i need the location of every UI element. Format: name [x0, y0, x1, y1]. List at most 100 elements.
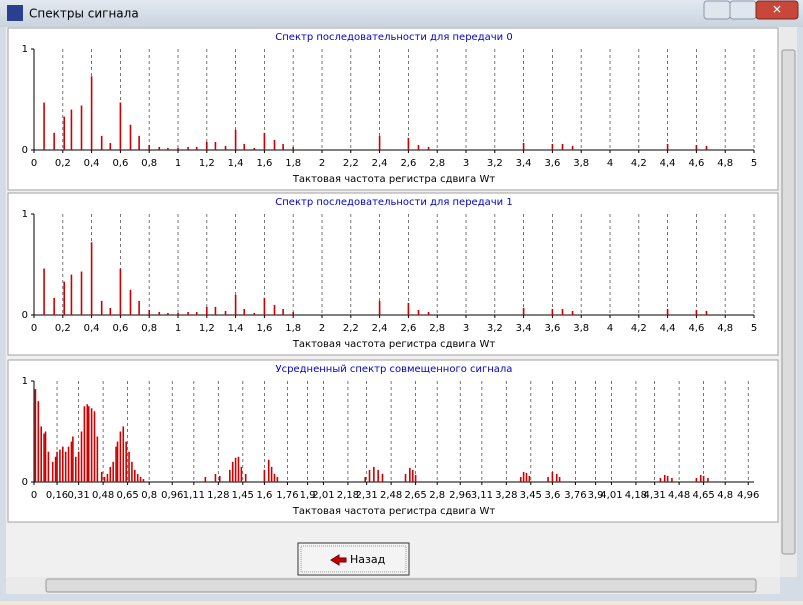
chart-panel	[7, 192, 779, 356]
x-tick-label: 2,6	[400, 323, 416, 334]
x-tick-label: 3,45	[520, 490, 542, 501]
x-tick-label: 1,8	[285, 323, 301, 334]
x-tick-label: 4,31	[644, 490, 666, 501]
x-tick-label: 4	[607, 323, 613, 334]
x-tick-label: 0,48	[92, 490, 114, 501]
x-tick-label: 1	[175, 323, 181, 334]
close-icon: ✕	[772, 3, 782, 17]
x-tick-label: 2,65	[404, 490, 426, 501]
window-title: Спектры сигнала	[29, 7, 139, 21]
x-tick-label: 2,01	[312, 490, 334, 501]
button-label: Назад	[350, 553, 386, 566]
horizontal-scroll-thumb[interactable]	[45, 578, 757, 593]
x-tick-label: 3	[463, 323, 469, 334]
chart-panel	[7, 359, 779, 523]
x-tick-label: 1,28	[207, 490, 229, 501]
x-tick-label: 3,9	[588, 490, 604, 501]
x-tick-label: 1,6	[256, 323, 272, 334]
x-axis-label: Тактовая частота регистра сдвига Wт	[292, 339, 496, 350]
y-tick-label: 0	[22, 310, 28, 321]
maximize-button[interactable]	[729, 0, 757, 20]
x-tick-label: 0,4	[84, 323, 100, 334]
x-tick-label: 4,4	[660, 323, 676, 334]
x-tick-label: 4,8	[717, 490, 733, 501]
x-tick-label: 1,6	[256, 158, 272, 169]
x-tick-label: 4,2	[631, 158, 647, 169]
y-tick-label: 1	[22, 209, 28, 220]
x-tick-label: 2,2	[343, 323, 359, 334]
x-tick-label: 3,4	[516, 323, 532, 334]
x-tick-label: 4,96	[737, 490, 759, 501]
x-tick-label: 3,8	[573, 158, 589, 169]
x-axis-label: Тактовая частота регистра сдвига Wт	[292, 506, 496, 517]
x-tick-label: 3,2	[487, 158, 503, 169]
x-tick-label: 0,31	[68, 490, 90, 501]
x-tick-label: 4,6	[688, 323, 704, 334]
x-tick-label: 3,28	[495, 490, 517, 501]
title-bar	[0, 0, 803, 27]
x-tick-label: 4,8	[717, 158, 733, 169]
y-tick-label: 1	[22, 376, 28, 387]
x-tick-label: 1,9	[300, 490, 316, 501]
chart-title: Усредненный спектр совмещенного сигнала	[276, 364, 513, 375]
x-tick-label: 0,96	[161, 490, 183, 501]
y-tick-label: 0	[22, 477, 28, 488]
x-tick-label: 0	[31, 158, 37, 169]
y-tick-label: 1	[22, 44, 28, 55]
x-tick-label: 0	[31, 323, 37, 334]
back-arrow-icon	[330, 554, 347, 566]
x-tick-label: 1	[175, 158, 181, 169]
chart-panel	[7, 27, 779, 191]
x-tick-label: 4,48	[668, 490, 690, 501]
close-button[interactable]	[755, 0, 799, 20]
back-button[interactable]	[297, 542, 410, 576]
x-tick-label: 3,4	[516, 158, 532, 169]
x-tick-label: 2,31	[356, 490, 378, 501]
x-tick-label: 0,2	[55, 158, 71, 169]
x-tick-label: 3,8	[573, 323, 589, 334]
x-tick-label: 0	[31, 490, 37, 501]
x-axis-label: Тактовая частота регистра сдвига Wт	[292, 174, 496, 185]
x-tick-label: 3	[463, 158, 469, 169]
x-tick-label: 1,4	[228, 158, 244, 169]
x-tick-label: 1,45	[232, 490, 254, 501]
x-tick-label: 4,6	[688, 158, 704, 169]
vertical-scroll-thumb[interactable]	[781, 49, 796, 555]
x-tick-label: 2,18	[337, 490, 359, 501]
x-tick-label: 2,48	[380, 490, 402, 501]
x-tick-label: 3,6	[544, 490, 560, 501]
x-tick-label: 0,8	[141, 490, 157, 501]
x-tick-label: 0,8	[141, 158, 157, 169]
x-tick-label: 2,6	[400, 158, 416, 169]
x-tick-label: 0,4	[84, 158, 100, 169]
x-tick-label: 2,8	[429, 490, 445, 501]
x-tick-label: 2,2	[343, 158, 359, 169]
x-tick-label: 1,2	[199, 323, 215, 334]
app-icon	[7, 5, 23, 21]
x-tick-label: 3,76	[564, 490, 586, 501]
x-tick-label: 3,11	[471, 490, 493, 501]
chart-title: Спектр последовательности для передачи 0	[275, 32, 512, 43]
x-tick-label: 2,4	[372, 323, 388, 334]
x-tick-label: 2,8	[429, 158, 445, 169]
x-tick-label: 1,11	[183, 490, 205, 501]
x-tick-label: 4,01	[600, 490, 622, 501]
x-tick-label: 0,6	[112, 323, 128, 334]
minimize-button[interactable]	[703, 0, 731, 20]
x-tick-label: 5	[751, 323, 757, 334]
x-tick-label: 3,2	[487, 323, 503, 334]
x-tick-label: 4,18	[625, 490, 647, 501]
x-tick-label: 3,6	[544, 158, 560, 169]
x-tick-label: 1,76	[276, 490, 298, 501]
x-tick-label: 4	[607, 158, 613, 169]
x-tick-label: 4,8	[717, 323, 733, 334]
x-tick-label: 2	[319, 323, 325, 334]
y-tick-label: 0	[22, 145, 28, 156]
x-tick-label: 4,4	[660, 158, 676, 169]
x-tick-label: 0,16	[46, 490, 68, 501]
chart-title: Спектр последовательности для передачи 1	[275, 197, 512, 208]
x-tick-label: 3,6	[544, 323, 560, 334]
x-tick-label: 2,8	[429, 323, 445, 334]
x-tick-label: 2,4	[372, 158, 388, 169]
